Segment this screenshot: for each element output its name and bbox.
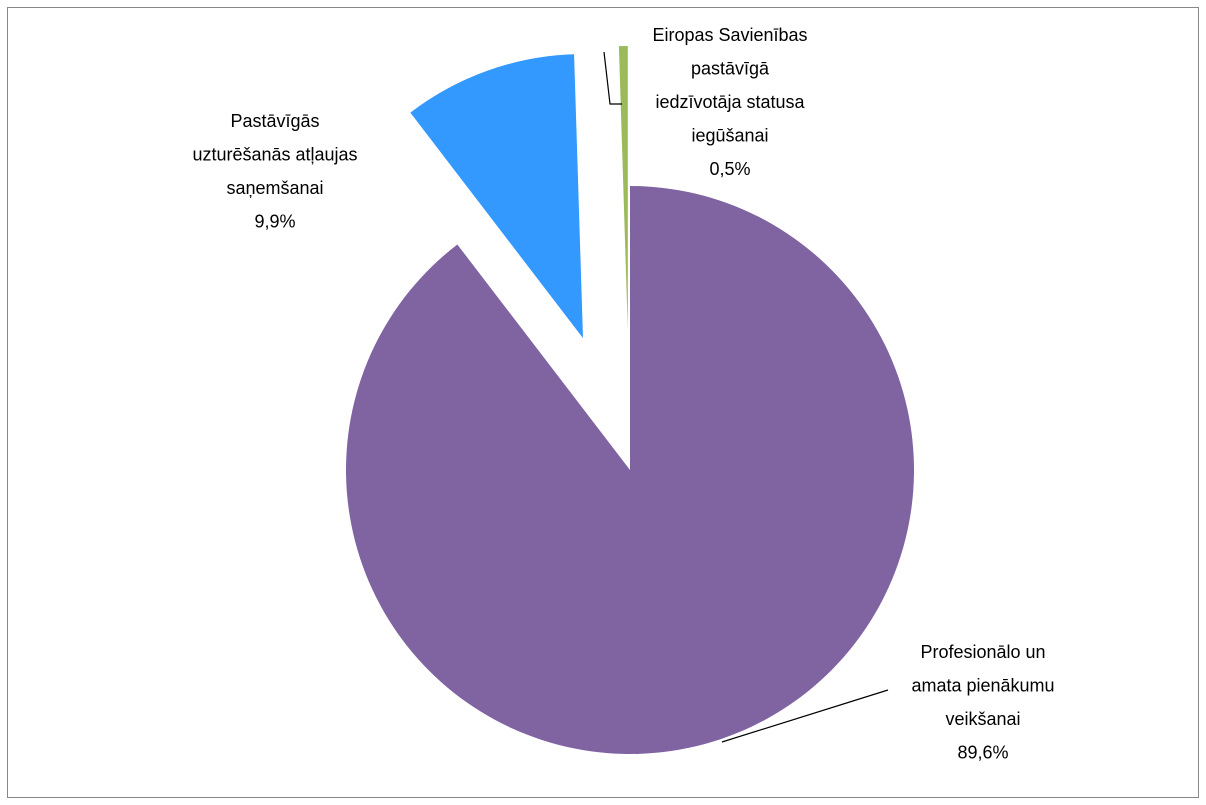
leader-line xyxy=(603,51,622,105)
pie-slice xyxy=(618,46,628,331)
slice-label: Pastāvīgās uzturēšanās atļaujas saņemšanai xyxy=(192,111,357,198)
value-label: 89,6% xyxy=(957,742,1008,762)
pie-slice xyxy=(410,54,583,339)
value-label: 0,5% xyxy=(709,159,750,179)
pie-slice xyxy=(346,186,915,754)
slice-label: Eiropas Savienības pastāvīgā iedzīvotāja s… xyxy=(652,25,807,146)
leader-line xyxy=(721,689,889,743)
slice-label: Profesionālo un amata pienākumu veikšanai xyxy=(911,642,1054,729)
value-label: 9,9% xyxy=(254,211,295,231)
